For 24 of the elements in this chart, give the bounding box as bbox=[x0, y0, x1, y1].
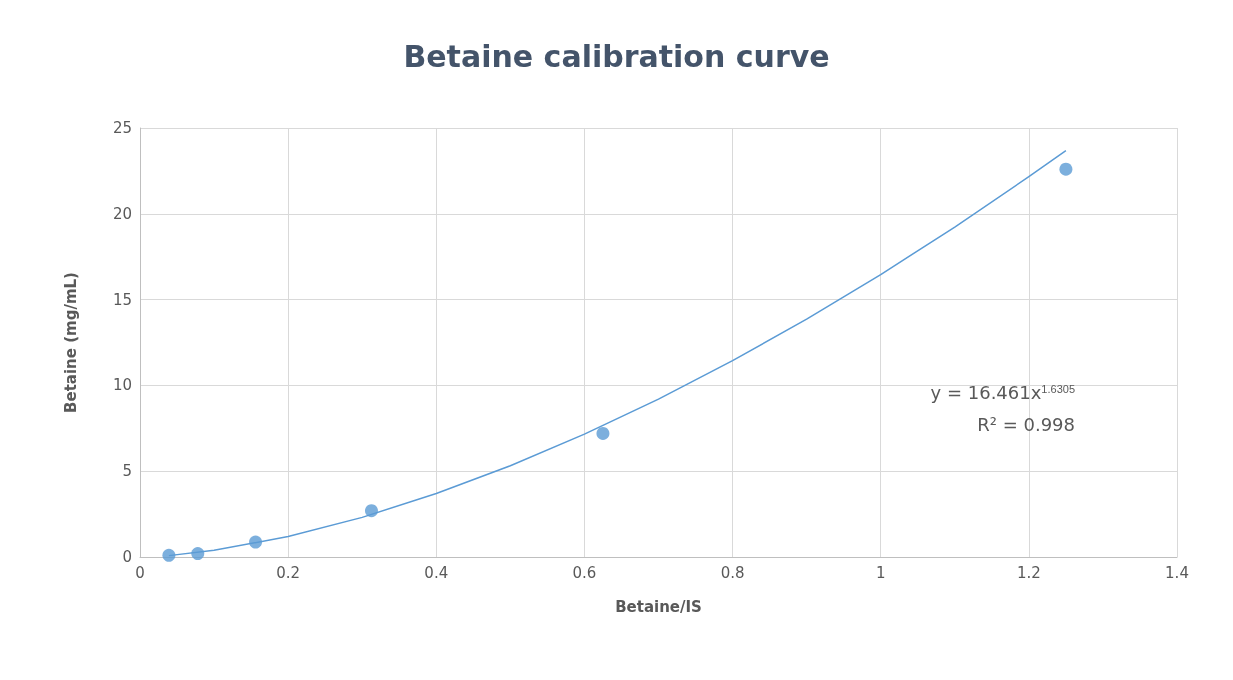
x-tick-label: 0.2 bbox=[276, 563, 301, 582]
x-tick-label: 0.4 bbox=[424, 563, 449, 582]
x-tick-label: 1.2 bbox=[1016, 563, 1041, 582]
x-axis-title: Betaine/IS bbox=[615, 597, 702, 616]
point bbox=[249, 535, 263, 549]
y-tick-label: 0 bbox=[122, 548, 132, 566]
point bbox=[1059, 162, 1073, 176]
y-axis-title: Betaine (mg/mL) bbox=[61, 272, 80, 413]
x-tick-label: 1.4 bbox=[1165, 563, 1189, 582]
point bbox=[191, 547, 205, 561]
point bbox=[596, 426, 610, 440]
x-tick-label: 0.6 bbox=[572, 563, 597, 582]
x-tick-label: 0 bbox=[135, 563, 145, 582]
x-tick-label: 1 bbox=[875, 563, 886, 582]
chart-title: Betaine calibration curve bbox=[403, 38, 830, 74]
y-tick-label: 25 bbox=[112, 119, 132, 137]
x-tick-label: 0.8 bbox=[720, 563, 745, 582]
y-tick-label: 10 bbox=[112, 376, 132, 395]
annotation: R² = 0.998 bbox=[977, 413, 1075, 435]
y-tick-label: 20 bbox=[112, 204, 132, 223]
point bbox=[162, 548, 176, 562]
y-tick-label: 15 bbox=[112, 290, 132, 309]
y-tick-label: 5 bbox=[122, 462, 132, 481]
point bbox=[364, 504, 378, 518]
